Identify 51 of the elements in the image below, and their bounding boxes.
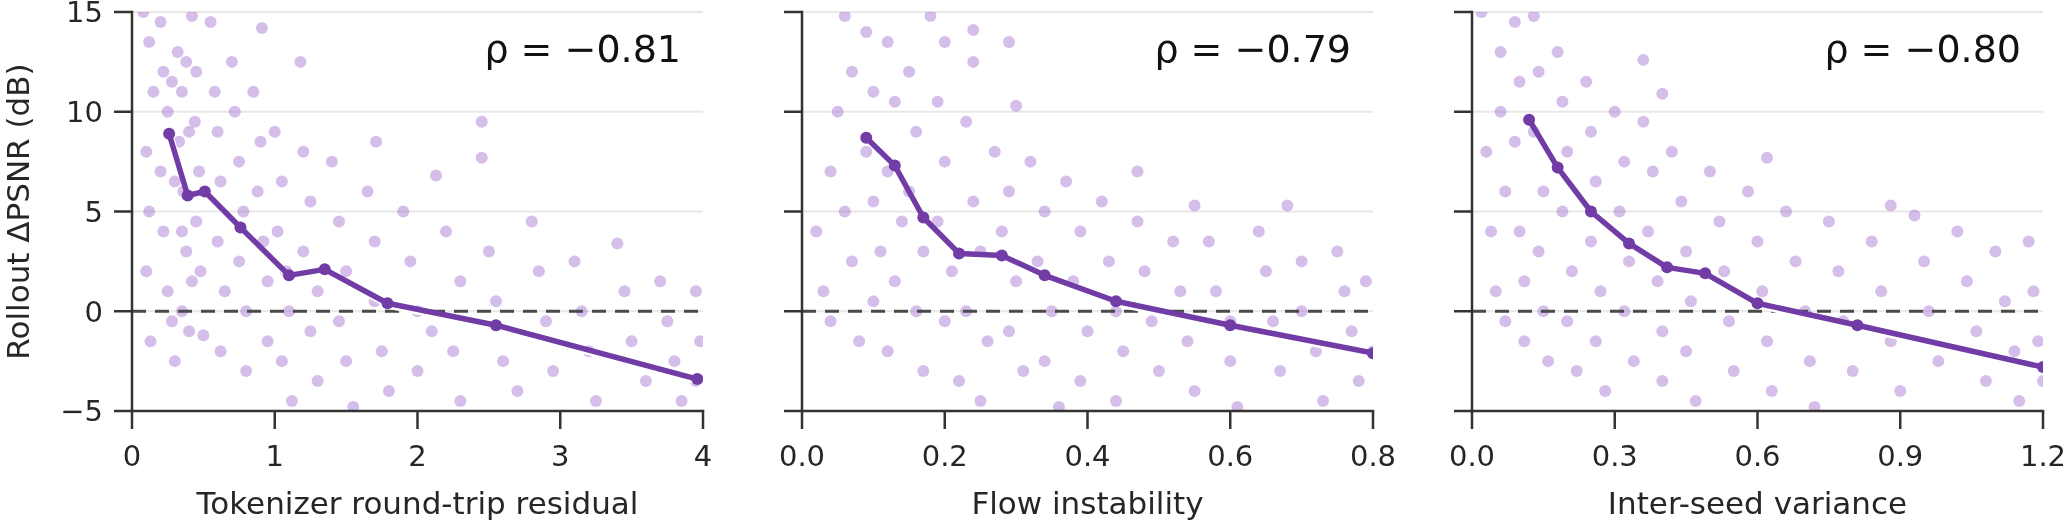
x-tick-label: 2	[408, 439, 427, 473]
x-tick-label: 0.6	[1207, 439, 1254, 473]
point	[917, 211, 930, 224]
point	[318, 263, 331, 276]
x-tick-label: 0	[122, 439, 142, 473]
point	[1584, 205, 1597, 218]
x-tick-label: 4	[693, 439, 713, 473]
point	[490, 319, 503, 332]
x-tick-label: 0.6	[1734, 439, 1781, 473]
annotation: ρ = −0.79	[1154, 27, 1351, 71]
point	[381, 297, 394, 310]
point	[888, 159, 901, 172]
annotation: ρ = −0.80	[1824, 27, 2021, 71]
y-tick-label: −5	[60, 394, 103, 429]
x-axis-title: Tokenizer round-trip residual	[195, 485, 639, 521]
point	[234, 221, 247, 234]
point	[1661, 261, 1674, 274]
x-tick-label: 0.3	[1591, 439, 1638, 473]
point	[860, 131, 873, 144]
point	[1851, 319, 1864, 332]
point	[181, 189, 194, 202]
point	[1224, 319, 1237, 332]
point	[953, 247, 966, 260]
x-tick-label: 0.9	[1877, 439, 1924, 473]
point	[198, 185, 211, 198]
point	[1038, 269, 1051, 282]
y-tick-label: 5	[84, 194, 103, 229]
x-tick-label: 1	[265, 439, 284, 473]
point	[1699, 267, 1712, 280]
x-axis-title: Inter-seed variance	[1607, 485, 1908, 521]
x-tick-label: 0.0	[778, 439, 826, 473]
annotation: ρ = −0.81	[484, 27, 681, 71]
point	[1751, 297, 1764, 310]
point	[1551, 161, 1564, 174]
y-axis-title: Rollout ΔPSNR (dB)	[0, 63, 36, 360]
point	[995, 249, 1008, 262]
point	[1110, 295, 1123, 308]
x-axis-title: Flow instability	[971, 485, 1204, 521]
x-tick-label: 0.4	[1064, 439, 1111, 473]
y-tick-label: 0	[84, 294, 103, 329]
x-tick-label: 0.2	[921, 439, 968, 473]
x-tick-label: 0.8	[1349, 439, 1397, 473]
x-tick-label: 3	[551, 439, 570, 473]
x-tick-label: 0.0	[1448, 439, 1496, 473]
point	[1523, 113, 1536, 126]
y-tick-label: 10	[66, 95, 103, 130]
point	[1623, 237, 1636, 250]
y-tick-label: 15	[66, 0, 103, 30]
point	[163, 127, 176, 140]
x-tick-label: 1.2	[2019, 439, 2067, 473]
point	[283, 269, 296, 282]
